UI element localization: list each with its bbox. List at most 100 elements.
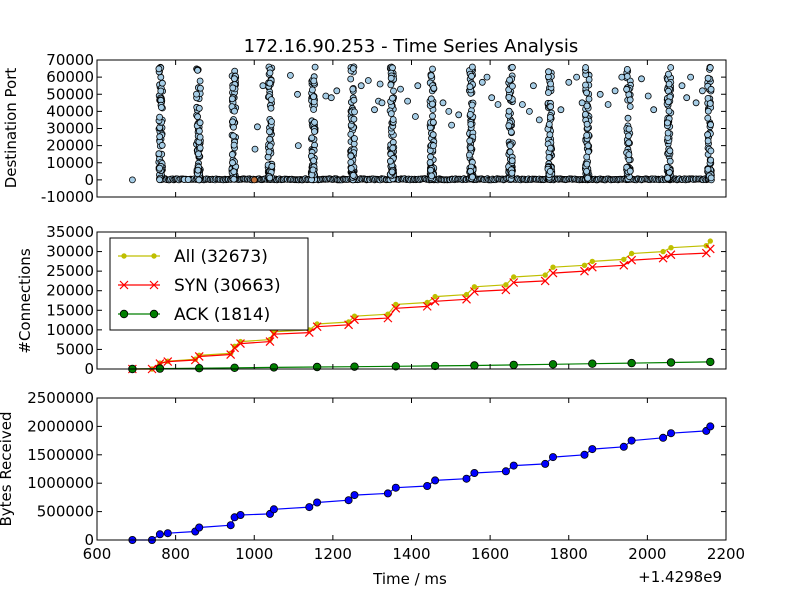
y-tick-label: 10000 bbox=[46, 154, 94, 172]
data-point bbox=[530, 82, 537, 90]
data-point bbox=[158, 79, 166, 87]
data-point bbox=[545, 68, 552, 76]
legend-items: All (32673) SYN (30663) ACK (1814) bbox=[118, 247, 281, 325]
y-tick-label: 10000 bbox=[46, 321, 94, 339]
x-tick-label: 800 bbox=[161, 545, 190, 563]
x-tick-label: 1200 bbox=[314, 545, 352, 563]
data-point bbox=[193, 90, 200, 98]
ack-series-marker bbox=[269, 363, 279, 372]
data-point bbox=[349, 65, 357, 72]
syn-series-marker bbox=[312, 322, 322, 332]
data-point bbox=[626, 167, 634, 175]
data-point bbox=[414, 82, 422, 90]
data-point bbox=[195, 150, 202, 158]
data-point bbox=[155, 150, 163, 158]
data-point bbox=[704, 74, 712, 82]
bytes-marker bbox=[588, 445, 597, 454]
data-point bbox=[557, 106, 565, 114]
data-point bbox=[506, 76, 514, 84]
syn-series-marker bbox=[548, 268, 558, 278]
all-series-marker bbox=[628, 250, 635, 257]
data-point bbox=[428, 172, 436, 180]
data-point bbox=[625, 139, 633, 147]
data-point bbox=[704, 114, 712, 122]
bytes-marker bbox=[659, 433, 668, 442]
highlight-point bbox=[250, 176, 258, 184]
panel1-marks bbox=[128, 63, 715, 184]
data-point bbox=[578, 99, 586, 107]
all-series-marker bbox=[660, 248, 666, 255]
data-point bbox=[310, 106, 318, 113]
panel3-ylabel: Bytes Received bbox=[0, 411, 15, 526]
data-point bbox=[387, 110, 395, 117]
data-point bbox=[625, 132, 632, 140]
data-point bbox=[483, 73, 491, 81]
bytes-marker bbox=[501, 467, 510, 476]
data-point bbox=[389, 144, 397, 152]
data-point bbox=[625, 151, 633, 159]
data-point bbox=[309, 166, 317, 174]
data-point bbox=[455, 111, 463, 119]
data-point bbox=[664, 119, 671, 127]
data-point bbox=[390, 87, 397, 95]
legend-label: All (32673) bbox=[174, 247, 268, 267]
bytes-marker bbox=[350, 491, 359, 500]
data-point bbox=[545, 89, 552, 96]
bytes-marker bbox=[391, 483, 400, 492]
data-point bbox=[583, 120, 591, 128]
data-point bbox=[310, 157, 318, 165]
data-point bbox=[333, 87, 341, 95]
data-point bbox=[468, 63, 476, 71]
bytes-marker bbox=[236, 510, 245, 519]
data-point bbox=[468, 101, 476, 109]
data-point bbox=[706, 100, 714, 107]
data-point bbox=[230, 141, 238, 149]
data-point bbox=[465, 151, 473, 159]
all-series-marker bbox=[581, 262, 588, 268]
bytes-marker bbox=[619, 442, 628, 451]
data-point bbox=[228, 95, 236, 103]
data-point bbox=[196, 119, 204, 127]
data-point bbox=[351, 108, 358, 116]
x-tick-label: 1600 bbox=[471, 545, 509, 563]
data-point bbox=[259, 82, 267, 90]
panel-port-scatter: Destination Port 70000600005000040000300… bbox=[2, 51, 727, 206]
legend: All (32673) SYN (30663) ACK (1814) bbox=[109, 237, 309, 331]
data-point bbox=[294, 142, 302, 150]
data-point bbox=[251, 145, 259, 153]
data-point bbox=[311, 63, 319, 71]
data-point bbox=[687, 73, 694, 81]
data-point bbox=[704, 165, 712, 173]
panel2-ylabel: #Connections bbox=[16, 248, 34, 353]
data-point bbox=[196, 133, 204, 141]
data-point bbox=[387, 81, 395, 89]
all-series-marker bbox=[463, 291, 470, 298]
data-point bbox=[194, 113, 202, 121]
y-tick-label: 500000 bbox=[37, 503, 94, 521]
data-point bbox=[389, 116, 397, 123]
all-series-marker bbox=[351, 313, 358, 319]
data-point bbox=[666, 147, 674, 155]
data-point bbox=[427, 153, 434, 161]
data-point bbox=[196, 77, 204, 85]
y-tick-label: -10000 bbox=[41, 188, 94, 206]
bytes-marker bbox=[313, 498, 322, 507]
data-point bbox=[468, 173, 476, 181]
ack-series-marker bbox=[312, 362, 322, 372]
data-point bbox=[707, 147, 715, 155]
data-point bbox=[584, 174, 592, 182]
data-point bbox=[371, 106, 378, 114]
bytes-marker bbox=[423, 481, 432, 490]
data-point bbox=[347, 165, 355, 172]
panel3-frame bbox=[96, 397, 727, 541]
data-point bbox=[427, 72, 435, 79]
data-point bbox=[466, 137, 474, 145]
data-point bbox=[429, 112, 436, 120]
bytes-marker bbox=[509, 461, 518, 470]
data-point bbox=[519, 101, 526, 108]
syn-series-marker bbox=[236, 339, 245, 348]
y-tick-label: 30000 bbox=[46, 120, 94, 138]
data-point bbox=[583, 153, 591, 161]
bytes-marker bbox=[383, 489, 392, 498]
